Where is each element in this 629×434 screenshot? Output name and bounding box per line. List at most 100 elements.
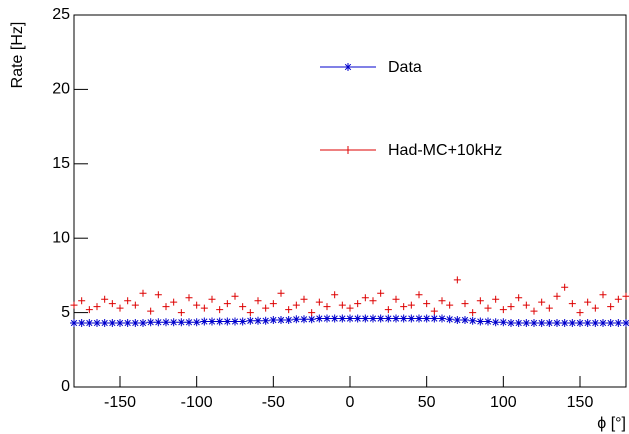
point	[223, 317, 232, 326]
point	[162, 318, 170, 327]
point	[507, 303, 515, 311]
point	[208, 317, 216, 326]
point	[139, 289, 147, 297]
point	[446, 301, 454, 309]
point	[476, 317, 485, 326]
point	[254, 297, 262, 305]
point	[323, 303, 331, 311]
point	[78, 297, 86, 305]
point	[469, 309, 477, 317]
point	[215, 317, 224, 326]
point	[300, 295, 308, 303]
y-tick-label: 5	[61, 304, 70, 321]
point	[568, 300, 576, 308]
x-tick-label: 100	[490, 394, 517, 411]
legend-label: Data	[388, 59, 422, 76]
y-tick-label: 10	[52, 229, 70, 246]
point	[315, 314, 324, 323]
point	[93, 303, 101, 311]
point	[162, 303, 170, 311]
point	[361, 294, 369, 302]
point	[338, 314, 347, 323]
point	[269, 300, 277, 308]
point	[85, 319, 94, 328]
point	[553, 319, 561, 328]
point	[568, 319, 577, 328]
point	[591, 319, 600, 328]
point	[369, 297, 377, 305]
point	[216, 306, 224, 314]
point	[200, 317, 209, 326]
point	[614, 319, 623, 328]
point	[392, 314, 400, 323]
x-tick-label: -100	[181, 394, 213, 411]
y-axis-label: Rate [Hz]	[9, 22, 26, 89]
point	[223, 300, 231, 308]
point	[70, 301, 78, 309]
point	[622, 292, 629, 300]
point	[438, 297, 446, 305]
point	[415, 314, 423, 323]
point	[254, 316, 262, 325]
point	[231, 317, 239, 326]
point	[261, 316, 270, 325]
point	[177, 318, 186, 327]
point	[154, 291, 162, 299]
point	[246, 309, 254, 317]
point	[553, 292, 561, 300]
plot-frame	[73, 14, 627, 388]
point	[438, 314, 446, 323]
point	[384, 314, 393, 323]
point	[484, 304, 492, 312]
point	[292, 315, 301, 324]
point	[70, 319, 78, 328]
point	[147, 307, 155, 315]
point	[415, 291, 423, 299]
legend-label: Had-MC+10kHz	[388, 142, 502, 159]
point	[445, 315, 454, 324]
point	[300, 315, 308, 324]
point	[507, 319, 515, 328]
point	[430, 314, 439, 323]
point	[561, 283, 569, 291]
y-tick-label: 15	[52, 155, 70, 172]
point	[576, 309, 584, 317]
point	[599, 319, 607, 328]
point	[545, 319, 554, 328]
point	[369, 314, 377, 323]
y-tick-label: 20	[52, 81, 70, 98]
point	[468, 316, 477, 325]
point	[108, 319, 117, 328]
x-tick-label: 0	[346, 394, 355, 411]
point	[277, 289, 285, 297]
point	[101, 295, 109, 303]
point	[515, 294, 523, 302]
point	[530, 307, 538, 315]
point	[185, 294, 193, 302]
point	[246, 316, 255, 325]
point	[193, 301, 201, 309]
point	[538, 298, 546, 306]
x-tick-label: 50	[418, 394, 436, 411]
point	[407, 301, 415, 309]
y-tick-label: 25	[52, 6, 70, 23]
point	[491, 318, 500, 327]
point	[423, 300, 431, 308]
point	[607, 303, 615, 311]
point	[262, 304, 270, 312]
point	[522, 319, 531, 328]
point	[315, 298, 323, 306]
point	[116, 319, 124, 328]
point	[108, 300, 116, 308]
point	[308, 309, 316, 317]
point	[545, 304, 553, 312]
point	[514, 319, 523, 328]
point	[192, 318, 201, 327]
point	[499, 318, 508, 327]
point	[560, 319, 569, 328]
point	[131, 301, 139, 309]
point	[461, 300, 469, 308]
point	[599, 291, 607, 299]
point	[284, 316, 293, 325]
